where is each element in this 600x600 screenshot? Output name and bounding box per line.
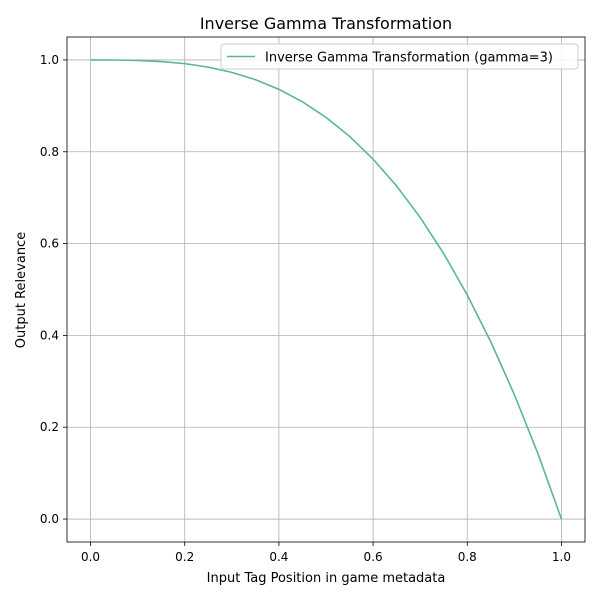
y-tick-label: 0.4: [40, 328, 59, 342]
legend: Inverse Gamma Transformation (gamma=3): [220, 43, 579, 70]
y-tick-label: 0.6: [40, 237, 59, 251]
legend-box: [220, 43, 579, 70]
plot-frame: [66, 36, 586, 543]
x-tick-label: 0.6: [364, 550, 383, 564]
x-tick-label: 0.4: [269, 550, 288, 564]
y-tick-label: 0.0: [40, 512, 59, 526]
y-tick-label: 0.8: [40, 145, 59, 159]
grid: [67, 37, 585, 542]
x-tick-label: 0.8: [458, 550, 477, 564]
x-tick-label: 1.0: [552, 550, 571, 564]
x-tick-label: 0.0: [81, 550, 100, 564]
y-tick-label: 1.0: [40, 53, 59, 67]
ticks: 0.0 0.2 0.4 0.6 0.8 1.0 0.0 0.2 0.4 0.6 0.8 1.0: [40, 53, 571, 564]
legend-label: Inverse Gamma Transformation (gamma=3): [265, 51, 553, 66]
y-axis-label: Output Relevance: [14, 232, 29, 348]
series-layer: [90, 59, 563, 520]
x-axis-label: Input Tag Position in game metadata: [207, 571, 446, 586]
chart-title: Inverse Gamma Transformation: [200, 14, 452, 33]
x-tick-label: 0.2: [175, 550, 194, 564]
series-line: [90, 59, 563, 520]
y-tick-label: 0.2: [40, 420, 59, 434]
